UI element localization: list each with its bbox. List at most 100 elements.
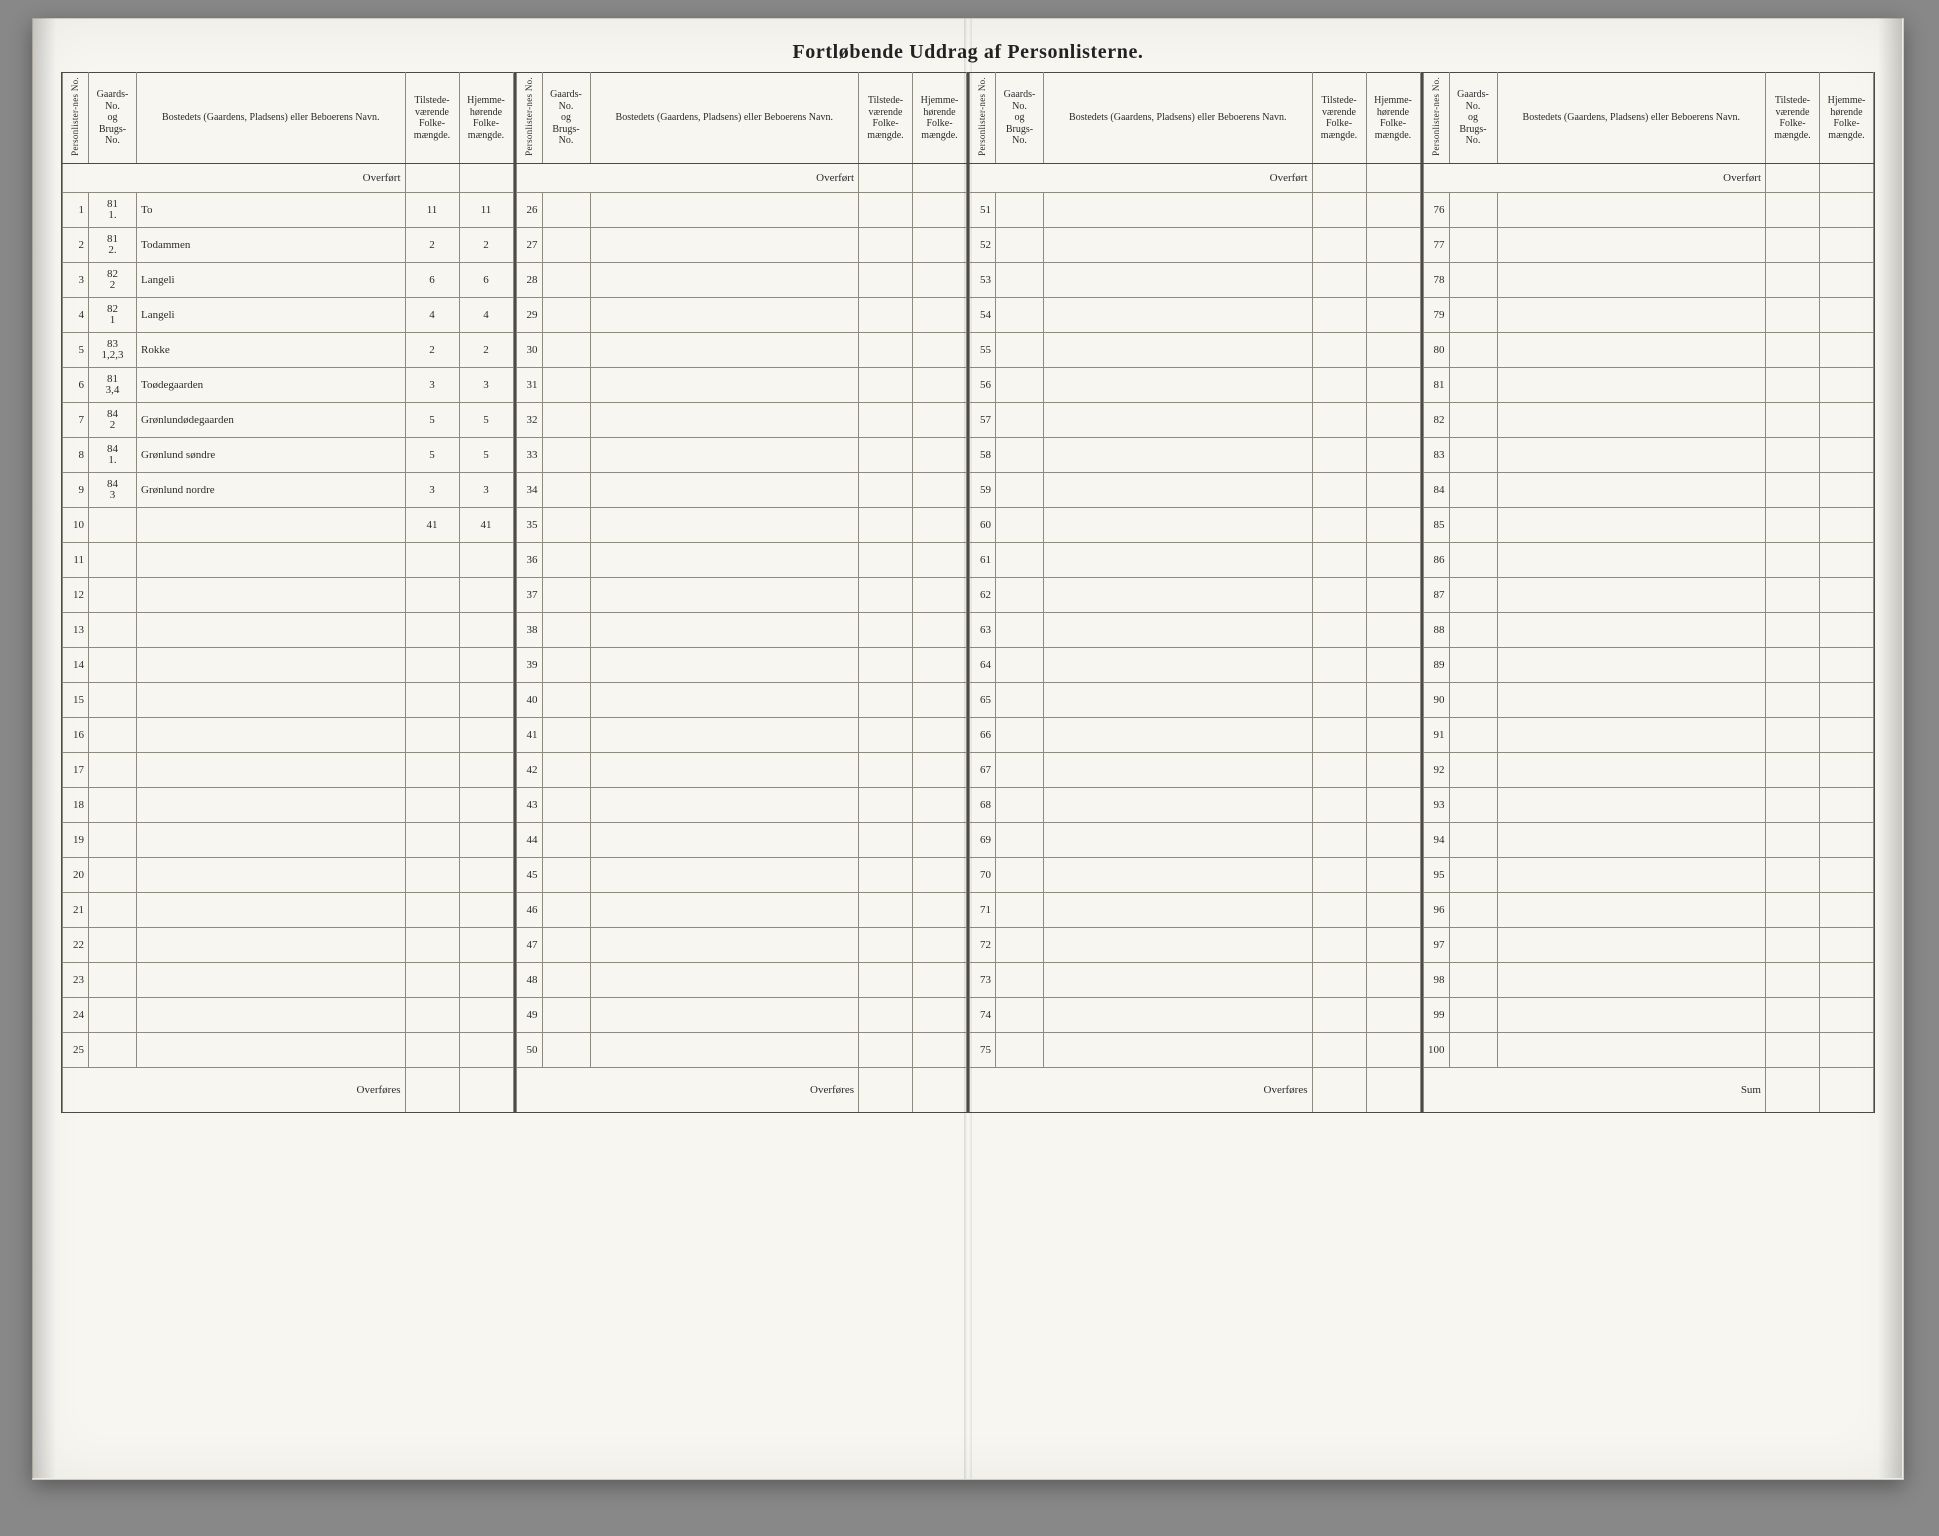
gaards-no [996,648,1044,683]
gaards-no [1449,228,1497,263]
tilstede-value [1312,193,1366,228]
hjemme-value [913,438,967,473]
row-number: 98 [1423,963,1449,998]
row-number: 55 [970,333,996,368]
table-row: 63 [970,613,1421,648]
tilstede-value [405,648,459,683]
bosted-name [1497,333,1766,368]
row-number: 14 [63,648,89,683]
row-number: 2 [63,228,89,263]
gaards-no [996,298,1044,333]
hjemme-value: 5 [459,438,513,473]
bosted-name [137,543,406,578]
tilstede-value [1312,578,1366,613]
row-number: 95 [1423,858,1449,893]
table-row: 15 [63,683,514,718]
row-number: 87 [1423,578,1449,613]
table-row: 36 [516,543,967,578]
bosted-name [1044,298,1313,333]
row-number: 35 [516,508,542,543]
bosted-name [1044,578,1313,613]
table-row: 39 [516,648,967,683]
bosted-name [1044,193,1313,228]
tilstede-value [1312,893,1366,928]
row-number: 5 [63,333,89,368]
tilstede-value [1766,403,1820,438]
tilstede-value [1766,473,1820,508]
tilstede-value [1766,648,1820,683]
table-row: 25 [63,1033,514,1068]
gaards-no [542,753,590,788]
hjemme-value [1366,893,1420,928]
tilstede-value [1766,823,1820,858]
row-number: 54 [970,298,996,333]
hjemme-value [459,718,513,753]
hjemme-value [1366,963,1420,998]
row-number: 45 [516,858,542,893]
hjemme-value [1366,998,1420,1033]
gaards-no [542,193,590,228]
table-row: 47 [516,928,967,963]
tilstede-value [1766,228,1820,263]
hjemme-value [913,683,967,718]
table-row: 59 [970,473,1421,508]
gaards-no [542,228,590,263]
tilstede-value [405,788,459,823]
tilstede-value [405,823,459,858]
hjemme-value [1820,998,1874,1033]
footer-label: Overføres [63,1068,406,1113]
bosted-name [1497,788,1766,823]
row-number: 61 [970,543,996,578]
bosted-name [1497,263,1766,298]
footer-label: Sum [1423,1068,1766,1113]
hjemme-value [1820,298,1874,333]
hjemme-value [459,648,513,683]
hjemme-value: 4 [459,298,513,333]
bosted-name [137,753,406,788]
gaards-no [1449,893,1497,928]
tilstede-value [405,613,459,648]
hjemme-value [1366,858,1420,893]
table-row: 57 [970,403,1421,438]
tilstede-value [1312,333,1366,368]
row-number: 79 [1423,298,1449,333]
gaards-no: 822 [89,263,137,298]
bosted-name [1044,753,1313,788]
table-row: 11 [63,543,514,578]
row-number: 17 [63,753,89,788]
table-row: 68 [970,788,1421,823]
tilstede-value [1312,858,1366,893]
bosted-name [1044,508,1313,543]
hjemme-value [913,403,967,438]
hjemme-value [1820,858,1874,893]
table-row: 48 [516,963,967,998]
gaards-no [1449,473,1497,508]
table-row: 88 [1423,613,1874,648]
hjemme-value [459,963,513,998]
gaards-no [542,578,590,613]
gaards-no [89,788,137,823]
bosted-name [590,683,859,718]
row-number: 91 [1423,718,1449,753]
table-row: 13 [63,613,514,648]
gaards-no [996,753,1044,788]
row-number: 84 [1423,473,1449,508]
row-number: 48 [516,963,542,998]
gaards-no [996,613,1044,648]
gaards-no [542,858,590,893]
bosted-name [590,298,859,333]
hjemme-value [1820,228,1874,263]
bosted-name: To [137,193,406,228]
row-number: 60 [970,508,996,543]
hjemme-value [459,998,513,1033]
bosted-name [1497,683,1766,718]
row-number: 81 [1423,368,1449,403]
row-number: 80 [1423,333,1449,368]
row-number: 50 [516,1033,542,1068]
table-row: 8841.Grønlund søndre55 [63,438,514,473]
table-row: 7842Grønlundødegaarden55 [63,403,514,438]
hjemme-value [1820,683,1874,718]
ledger-table: Personlister-nes No.Gaards-No.ogBrugs-No… [516,72,968,1113]
tilstede-value [1312,228,1366,263]
table-row: 32 [516,403,967,438]
